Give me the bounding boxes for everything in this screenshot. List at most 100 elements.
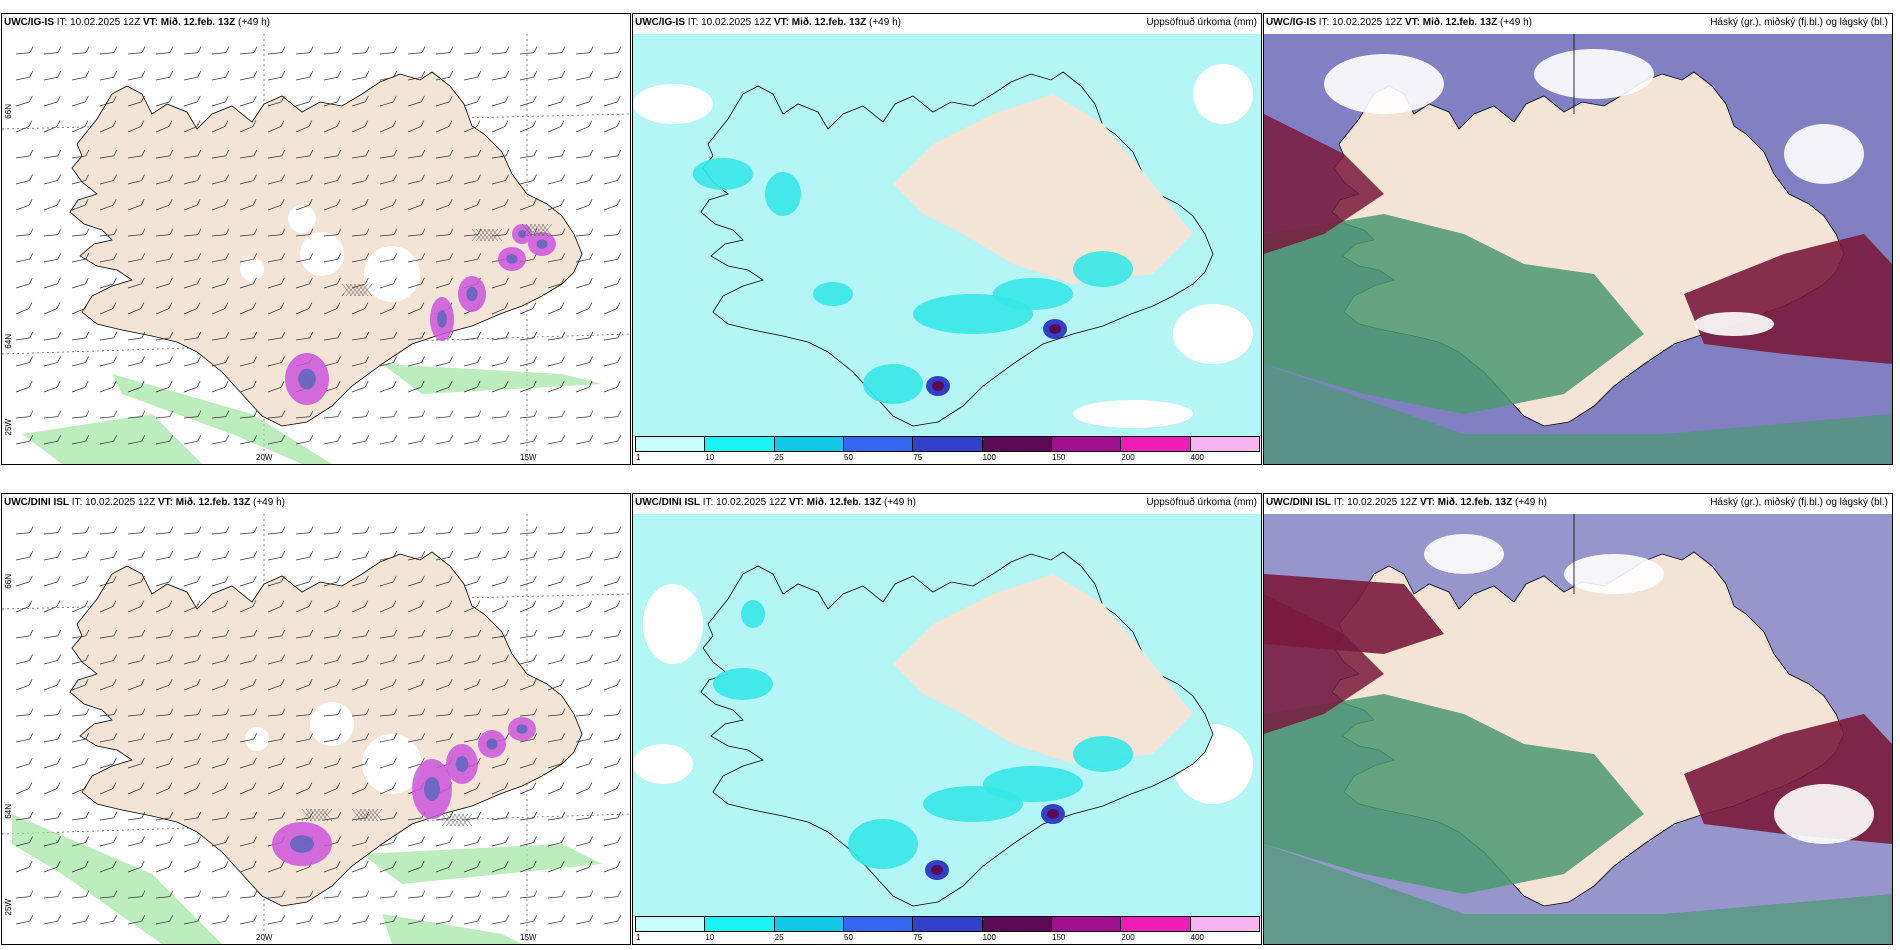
wind-barb (323, 556, 338, 561)
wind-barb-flag (477, 551, 482, 558)
wind-barb-flag (85, 71, 90, 78)
wind-barb (267, 866, 282, 873)
wind-barb-flag (420, 120, 425, 127)
wind-barb-flag (448, 861, 453, 868)
wind-barb (43, 738, 58, 743)
wind-barb-flag (477, 811, 482, 819)
land-gap (240, 257, 264, 281)
wind-barb (43, 606, 58, 613)
wind-barb-flag (197, 331, 202, 339)
wind-barb-flag (505, 575, 509, 583)
init-time: IT: 10.02.2025 12Z (56, 17, 141, 28)
wind-barb (239, 660, 254, 665)
wind-barb-flag (113, 654, 117, 661)
wind-barb-flag (281, 331, 286, 339)
wind-barb-flag (589, 435, 594, 442)
wind-barb (407, 101, 422, 107)
wind-barb-flag (225, 708, 230, 715)
wind-barb (43, 126, 58, 133)
wind-barb (295, 126, 310, 133)
wind-barb (407, 763, 422, 769)
wind-barb (463, 866, 478, 873)
wind-barb (155, 817, 170, 821)
wind-barb-flag (477, 71, 482, 78)
wind-barb-flag (309, 277, 313, 285)
wind-barb-flag (337, 526, 342, 533)
hatch (525, 223, 537, 237)
wind-barb-flag (365, 410, 370, 417)
wind-barb-flag (393, 575, 397, 583)
wind-barb-flag (85, 95, 89, 103)
wind-barb-flag (561, 46, 566, 53)
hatch (317, 808, 329, 822)
wind-barb (491, 581, 506, 587)
wind-barb-flag (252, 120, 257, 127)
wind-barb-flag (505, 277, 509, 285)
wind-barb-flag (225, 575, 229, 583)
wind-barb (407, 386, 422, 393)
wind-barb-flag (533, 95, 537, 103)
wind-barb-flag (393, 811, 398, 819)
wind-barb-flag (393, 757, 397, 765)
wind-barb-flag (85, 708, 90, 715)
wind-barb-flag (560, 600, 565, 607)
wind-barb (267, 283, 282, 289)
wind-barb-flag (141, 915, 146, 922)
wind-barb (15, 76, 30, 81)
wind-barb (211, 866, 226, 873)
wind-barb-flag (589, 811, 594, 819)
wind-barb (435, 362, 450, 367)
wind-barb (295, 101, 310, 107)
wind-barb-flag (309, 629, 314, 637)
wind-barb-flag (505, 435, 510, 442)
wind-barb (239, 532, 254, 535)
wind-barb (603, 258, 618, 263)
wind-barb-flag (57, 708, 62, 715)
lon-label-20w: 20W (256, 933, 273, 942)
wind-barb (547, 635, 562, 639)
wind-barb-flag (337, 46, 342, 53)
wind-barb-flag (29, 654, 33, 661)
sea-gap (633, 744, 693, 784)
lead-time: (+49 h) (253, 497, 285, 508)
hatch (313, 808, 325, 822)
wind-barb-flag (57, 915, 62, 922)
wind-barb (379, 817, 394, 821)
wind-barb (71, 817, 86, 821)
wind-barb (127, 581, 142, 587)
wind-barb (211, 126, 226, 133)
precip-core (437, 310, 447, 328)
wind-barb-flag (57, 654, 61, 661)
init-time: IT: 10.02.2025 12Z (71, 497, 156, 508)
wind-barb-flag (505, 629, 510, 637)
colorbar-swatch (773, 916, 844, 932)
wind-barb-flag (28, 861, 33, 868)
wind-barb (547, 308, 562, 315)
wind-barb-flag (448, 381, 453, 388)
wind-barb (435, 258, 450, 263)
wind-barb-flag (421, 277, 425, 285)
lat-label-66n: 66N (4, 574, 13, 589)
wind-barb-flag (280, 600, 285, 607)
wind-barb (519, 308, 534, 315)
wind-barb-flag (225, 277, 229, 285)
wind-barb-flag (392, 199, 397, 206)
wind-barb-flag (477, 890, 482, 897)
wind-barb (547, 337, 562, 341)
wind-barb-flag (589, 915, 594, 922)
lon-label-15w: 15W (520, 933, 537, 942)
lat-label-66n: 66N (4, 104, 13, 119)
colorbar-tick: 400 (1190, 453, 1205, 462)
wind-barb (407, 337, 422, 341)
wind-barb (463, 635, 478, 639)
wind-barb-flag (84, 861, 89, 868)
wind-barb-flag (365, 551, 370, 558)
wind-barb-flag (169, 277, 173, 285)
wind-barb-flag (533, 915, 538, 922)
wind-barb (379, 416, 394, 419)
hatch (529, 223, 541, 237)
colorbar-swatch (1120, 916, 1191, 932)
wind-barb-flag (57, 331, 62, 339)
wind-barb (15, 52, 30, 55)
wind-barb-flag (505, 551, 510, 558)
